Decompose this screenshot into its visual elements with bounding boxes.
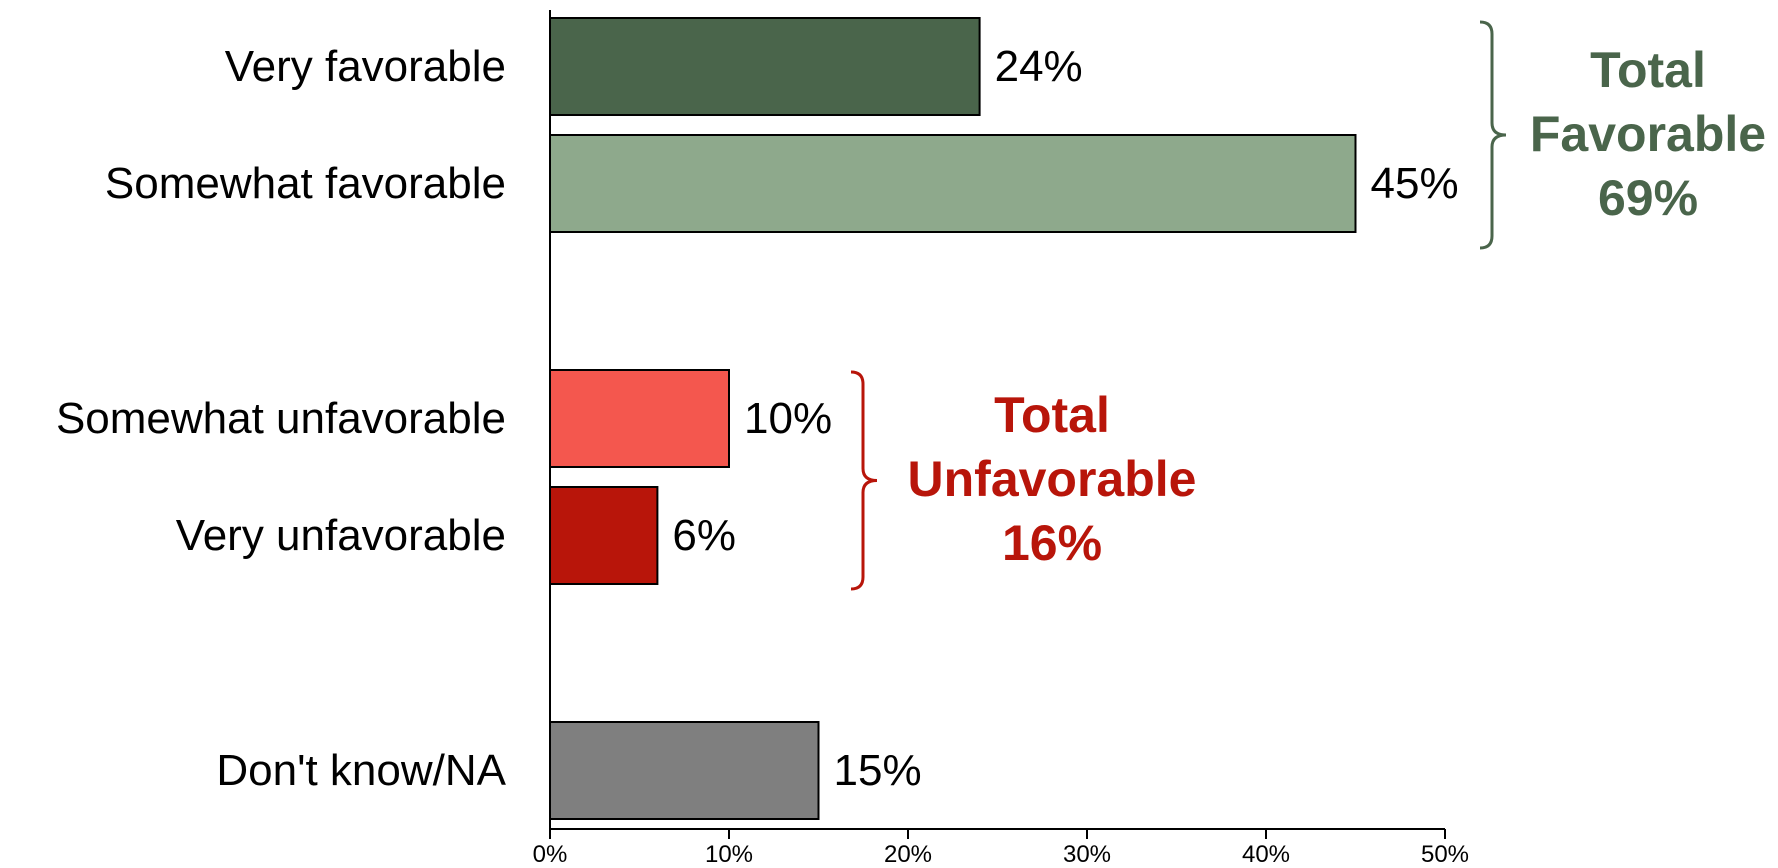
category-label: Somewhat unfavorable (56, 394, 506, 443)
favorable-total-label: Favorable (1530, 106, 1766, 162)
unfavorable-total-label: Total (994, 387, 1110, 443)
value-label: 6% (672, 511, 736, 560)
favorable-total-label: 69% (1598, 170, 1698, 226)
value-label: 15% (834, 746, 922, 795)
value-label: 45% (1371, 159, 1459, 208)
annotations-layer: Total Favorable 69% Total Unfavorable 16% (850, 20, 1766, 591)
x-tick-label: 0% (533, 841, 568, 868)
x-tick-label: 10% (705, 841, 753, 868)
category-label: Somewhat favorable (105, 159, 506, 208)
x-tick-label: 20% (884, 841, 932, 868)
favorable-total-label: Total (1590, 42, 1706, 98)
bar (549, 17, 981, 116)
value-label: 10% (744, 394, 832, 443)
x-tick-label: 40% (1242, 841, 1290, 868)
category-label: Very unfavorable (176, 511, 506, 560)
category-label: Very favorable (225, 42, 506, 91)
bars-layer: Very favorable 24% Somewhat favorable 45% So… (56, 17, 1459, 820)
x-tick-label: 50% (1421, 841, 1469, 868)
bar (549, 369, 730, 468)
category-label: Don't know/NA (216, 746, 506, 795)
x-tick-label: 30% (1063, 841, 1111, 868)
bar (549, 134, 1357, 233)
unfavorable-total-label: Unfavorable (908, 451, 1197, 507)
favorable-brace (1479, 20, 1507, 250)
bar (549, 721, 820, 820)
bar (549, 486, 659, 585)
axis-layer: 0% 10% 20% 30% 40% 50% (533, 10, 1469, 868)
value-label: 24% (995, 42, 1083, 91)
unfavorable-brace (850, 370, 878, 591)
unfavorable-total-label: 16% (1002, 515, 1102, 571)
